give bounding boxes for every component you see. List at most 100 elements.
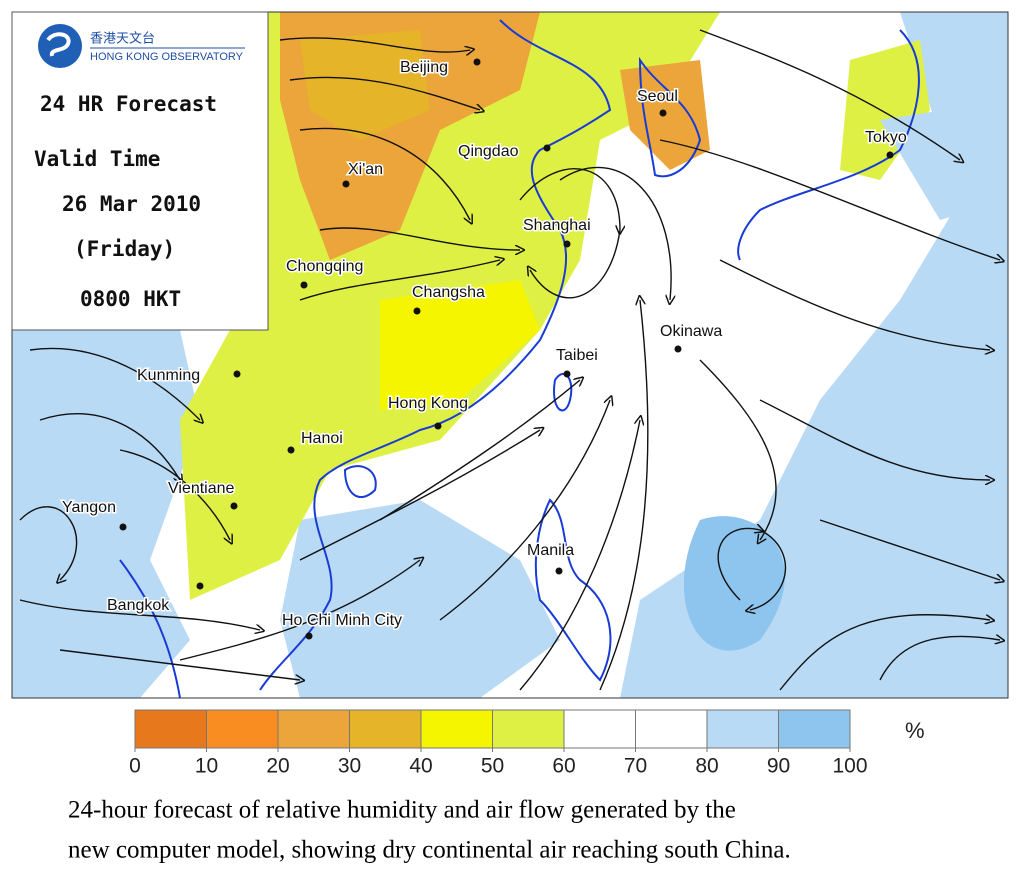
colorbar-tick-label: 10 — [195, 755, 218, 778]
city-label: Ho Chi Minh City — [282, 612, 402, 629]
colorbar-bin — [492, 709, 565, 749]
city-label: Changsha — [412, 284, 485, 301]
colorbar-tick-label: 90 — [767, 755, 790, 778]
colorbar-bin — [134, 709, 207, 749]
city-label: Shanghai — [523, 217, 591, 234]
city-dot — [413, 307, 421, 315]
colorbar: 0 10 20 30 40 50 60 70 80 90 100 — [129, 709, 868, 778]
city-label: Vientiane — [168, 480, 235, 497]
city-label: Manila — [527, 542, 574, 559]
city-dot — [196, 582, 204, 590]
city-dot — [886, 151, 894, 159]
city-label: Taibei — [556, 347, 598, 364]
city-dot — [342, 180, 350, 188]
colorbar-unit: % — [905, 718, 925, 743]
streamline — [719, 259, 990, 350]
streamline — [879, 636, 1000, 681]
city-dot — [434, 422, 442, 430]
city-labels: Beijing Seoul Tokyo Qingdao Xi'an Shanghai Cho… — [61, 58, 908, 640]
streamline — [659, 139, 1000, 260]
streamline — [19, 599, 260, 630]
streamline — [299, 127, 470, 220]
valid-label: Valid Time — [34, 147, 160, 171]
colorbar-bin — [635, 709, 708, 749]
colorbar-tick-label: 60 — [552, 755, 575, 778]
forecast-title: 24 HR Forecast — [40, 92, 217, 116]
city-label: Kunming — [137, 367, 200, 384]
streamline — [519, 168, 620, 299]
valid-date: 26 Mar 2010 — [62, 192, 201, 216]
streamline — [439, 400, 610, 621]
streamline — [759, 399, 990, 480]
streamline — [29, 347, 200, 420]
city-label: Tokyo — [865, 129, 907, 146]
city-label: Xi'an — [348, 161, 383, 178]
streamline — [699, 29, 960, 160]
city-dot — [563, 370, 571, 378]
streamline — [299, 430, 540, 561]
colorbar-bin — [277, 709, 350, 749]
streamline — [179, 560, 420, 661]
city-dot — [230, 502, 238, 510]
streamline — [299, 260, 500, 301]
city-label: Yangon — [62, 499, 116, 516]
streamline — [559, 166, 671, 300]
streamline — [19, 506, 78, 580]
colorbar-tick-label: 70 — [624, 755, 647, 778]
city-dot — [119, 523, 127, 531]
logo-icon — [38, 24, 82, 68]
colorbar-tick-label: 80 — [695, 755, 718, 778]
city-dot — [287, 446, 295, 454]
city-label: Seoul — [637, 88, 678, 105]
colorbar-bin — [706, 709, 779, 749]
city-dot — [543, 144, 551, 152]
streamline — [119, 449, 230, 540]
colorbar-bin — [563, 709, 636, 749]
caption-line: new computer model, showing dry continen… — [68, 837, 791, 864]
city-label: Hanoi — [301, 430, 343, 447]
streamline — [819, 519, 1000, 580]
colorbar-bin — [420, 709, 493, 749]
city-dot — [233, 370, 241, 378]
streamline — [279, 37, 470, 52]
city-label: Chongqing — [286, 258, 363, 275]
streamline — [289, 76, 480, 110]
map: Beijing Seoul Tokyo Qingdao Xi'an Shanghai Cho… — [12, 12, 1008, 698]
streamlines — [19, 29, 1000, 691]
streamline — [699, 359, 777, 540]
colorbar-bin — [778, 709, 851, 749]
colorbar-tick-label: 20 — [266, 755, 289, 778]
logo-chinese: 香港天文台 — [90, 30, 155, 45]
city-label: Beijing — [400, 59, 448, 76]
city-label: Okinawa — [660, 323, 722, 340]
logo-english: HONG KONG OBSERVATORY — [90, 51, 244, 63]
valid-weekday: (Friday) — [74, 237, 175, 261]
colorbar-tick-label: 0 — [129, 755, 141, 778]
city-label: Bangkok — [107, 597, 170, 614]
city-label: Hong Kong — [388, 395, 468, 412]
city-dot — [305, 632, 313, 640]
colorbar-bin — [349, 709, 422, 749]
city-dot — [300, 281, 308, 289]
streamline — [39, 413, 180, 480]
streamline — [599, 300, 649, 691]
city-label: Qingdao — [458, 143, 519, 160]
streamline — [519, 420, 640, 691]
colorbar-tick-label: 30 — [338, 755, 361, 778]
city-dot — [674, 345, 682, 353]
city-dot — [659, 109, 667, 117]
colorbar-tick-label: 40 — [409, 755, 432, 778]
streamline — [779, 614, 990, 691]
streamline — [379, 380, 580, 521]
colorbar-bin — [206, 709, 279, 749]
streamline — [717, 528, 787, 610]
streamline — [319, 227, 520, 250]
streamline — [59, 649, 300, 680]
valid-time: 0800 HKT — [80, 287, 181, 311]
colorbar-tick-label: 100 — [832, 755, 867, 778]
caption-line: 24-hour forecast of relative humidity an… — [68, 797, 736, 824]
city-dot — [473, 58, 481, 66]
colorbar-tick-label: 50 — [481, 755, 504, 778]
